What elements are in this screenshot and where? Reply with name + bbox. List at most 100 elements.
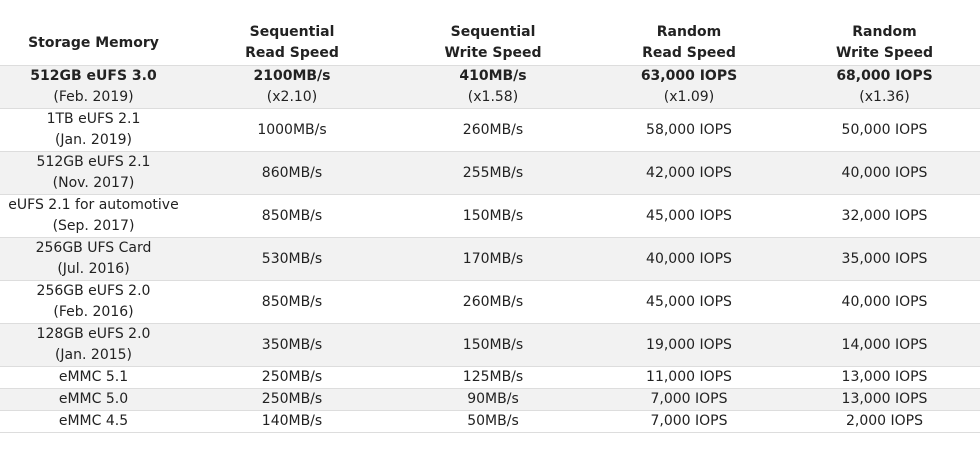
storage-cell: 128GB eUFS 2.0 (Jan. 2015) xyxy=(0,323,187,367)
table-row: 128GB eUFS 2.0 (Jan. 2015) 350MB/s 150MB/s 1… xyxy=(0,323,980,367)
cell-value: 150MB/s xyxy=(462,336,524,353)
storage-cell: 256GB UFS Card (Jul. 2016) xyxy=(0,237,187,281)
cell-value: 45,000 IOPS xyxy=(646,207,732,224)
cell-value: eUFS 2.1 for automotive xyxy=(8,197,179,213)
rand-read-cell: 45,000 IOPS xyxy=(589,280,789,324)
cell-subvalue: (x1.58) xyxy=(467,89,519,105)
cell-value: 150MB/s xyxy=(462,207,524,224)
header-sequential-read: Sequential Read Speed xyxy=(187,21,397,66)
seq-write-cell: 410MB/s (x1.58) xyxy=(397,65,589,109)
cell-value: 40,000 IOPS xyxy=(646,250,732,267)
cell-subvalue: (Jul. 2016) xyxy=(57,261,130,277)
cell-value: 63,000 IOPS xyxy=(640,68,738,84)
rand-read-cell: 45,000 IOPS xyxy=(589,194,789,238)
cell-value: eMMC 5.0 xyxy=(58,391,129,407)
table-row: eMMC 5.0 250MB/s 90MB/s 7,000 IOPS 13,000 IO… xyxy=(0,388,980,411)
cell-value: 255MB/s xyxy=(462,164,524,181)
header-sequential-write: Sequential Write Speed xyxy=(397,21,589,66)
cell-value: 50MB/s xyxy=(467,413,519,429)
cell-value: 32,000 IOPS xyxy=(841,207,928,224)
cell-value: 260MB/s xyxy=(462,293,524,310)
cell-subvalue: (Nov. 2017) xyxy=(52,175,135,191)
rand-write-cell: 50,000 IOPS xyxy=(789,108,980,152)
storage-speed-table: Storage Memory Sequential Read Speed Seq… xyxy=(0,21,980,433)
table-row: 1TB eUFS 2.1 (Jan. 2019) 1000MB/s 260MB/s 58… xyxy=(0,108,980,152)
seq-read-cell: 350MB/s xyxy=(187,323,397,367)
cell-subvalue: (Jan. 2015) xyxy=(54,347,133,363)
table-row: 512GB eUFS 3.0 (Feb. 2019) 2100MB/s (x2.10)… xyxy=(0,65,980,109)
seq-read-cell: 850MB/s xyxy=(187,280,397,324)
storage-cell: 1TB eUFS 2.1 (Jan. 2019) xyxy=(0,108,187,152)
cell-value: 128GB eUFS 2.0 xyxy=(36,326,151,342)
seq-write-cell: 90MB/s xyxy=(397,388,589,411)
seq-read-cell: 140MB/s xyxy=(187,410,397,433)
cell-value: 140MB/s xyxy=(261,413,323,429)
table-row: eUFS 2.1 for automotive (Sep. 2017) 850MB/… xyxy=(0,194,980,238)
rand-read-cell: 42,000 IOPS xyxy=(589,151,789,195)
storage-cell: eMMC 4.5 xyxy=(0,410,187,433)
cell-value: 7,000 IOPS xyxy=(650,413,728,429)
cell-value: 50,000 IOPS xyxy=(841,121,928,138)
cell-value: 68,000 IOPS xyxy=(836,68,933,84)
cell-value: 256GB eUFS 2.0 xyxy=(36,283,151,299)
storage-cell: eMMC 5.1 xyxy=(0,366,187,389)
rand-write-cell: 68,000 IOPS (x1.36) xyxy=(789,65,980,109)
header-label-line1: Random xyxy=(656,24,722,40)
header-random-write: Random Write Speed xyxy=(789,21,980,66)
table-body: 512GB eUFS 3.0 (Feb. 2019) 2100MB/s (x2.10)… xyxy=(0,65,980,433)
rand-read-cell: 19,000 IOPS xyxy=(589,323,789,367)
rand-write-cell: 32,000 IOPS xyxy=(789,194,980,238)
seq-read-cell: 530MB/s xyxy=(187,237,397,281)
rand-read-cell: 11,000 IOPS xyxy=(589,366,789,389)
seq-read-cell: 2100MB/s (x2.10) xyxy=(187,65,397,109)
seq-write-cell: 50MB/s xyxy=(397,410,589,433)
seq-write-cell: 260MB/s xyxy=(397,108,589,152)
cell-subvalue: (Jan. 2019) xyxy=(54,132,133,148)
storage-cell: 512GB eUFS 3.0 (Feb. 2019) xyxy=(0,65,187,109)
cell-subvalue: (Feb. 2019) xyxy=(53,89,134,105)
header-label-line1: Random xyxy=(852,24,917,40)
cell-value: 40,000 IOPS xyxy=(841,164,928,181)
cell-value: 7,000 IOPS xyxy=(650,391,728,407)
header-row: Storage Memory Sequential Read Speed Seq… xyxy=(0,21,980,66)
storage-cell: 256GB eUFS 2.0 (Feb. 2016) xyxy=(0,280,187,324)
cell-value: 13,000 IOPS xyxy=(841,391,928,407)
cell-value: 40,000 IOPS xyxy=(841,293,928,310)
header-label-line2: Write Speed xyxy=(444,45,542,61)
cell-value: eMMC 4.5 xyxy=(58,413,129,429)
seq-write-cell: 150MB/s xyxy=(397,323,589,367)
rand-read-cell: 7,000 IOPS xyxy=(589,388,789,411)
cell-value: 19,000 IOPS xyxy=(646,336,732,353)
cell-value: 35,000 IOPS xyxy=(841,250,928,267)
cell-value: 250MB/s xyxy=(261,369,323,385)
cell-value: 13,000 IOPS xyxy=(841,369,928,385)
table-row: eMMC 5.1 250MB/s 125MB/s 11,000 IOPS 13,000 … xyxy=(0,366,980,389)
cell-value: 2,000 IOPS xyxy=(845,413,923,429)
rand-write-cell: 14,000 IOPS xyxy=(789,323,980,367)
cell-value: 530MB/s xyxy=(261,250,323,267)
cell-value: 512GB eUFS 2.1 xyxy=(36,154,151,170)
header-label-line1: Sequential xyxy=(249,24,335,40)
rand-read-cell: 40,000 IOPS xyxy=(589,237,789,281)
rand-write-cell: 13,000 IOPS xyxy=(789,366,980,389)
cell-subvalue: (Sep. 2017) xyxy=(52,218,135,234)
cell-value: 256GB UFS Card xyxy=(35,240,152,256)
rand-write-cell: 40,000 IOPS xyxy=(789,280,980,324)
rand-read-cell: 58,000 IOPS xyxy=(589,108,789,152)
seq-read-cell: 250MB/s xyxy=(187,388,397,411)
cell-value: 1000MB/s xyxy=(257,121,327,138)
seq-write-cell: 170MB/s xyxy=(397,237,589,281)
rand-read-cell: 63,000 IOPS (x1.09) xyxy=(589,65,789,109)
table-row: 512GB eUFS 2.1 (Nov. 2017) 860MB/s 255MB/s 4… xyxy=(0,151,980,195)
header-storage-memory: Storage Memory xyxy=(0,21,187,66)
header-label-line2: Read Speed xyxy=(642,45,736,61)
rand-write-cell: 2,000 IOPS xyxy=(789,410,980,433)
table-row: eMMC 4.5 140MB/s 50MB/s 7,000 IOPS 2,000 IOP… xyxy=(0,410,980,433)
cell-subvalue: (x1.09) xyxy=(663,89,715,105)
header-label: Storage Memory xyxy=(28,34,159,51)
storage-cell: eMMC 5.0 xyxy=(0,388,187,411)
table-header: Storage Memory Sequential Read Speed Seq… xyxy=(0,21,980,66)
header-label-line2: Read Speed xyxy=(245,45,339,61)
cell-value: 512GB eUFS 3.0 xyxy=(30,68,157,84)
cell-value: 410MB/s xyxy=(459,68,527,84)
